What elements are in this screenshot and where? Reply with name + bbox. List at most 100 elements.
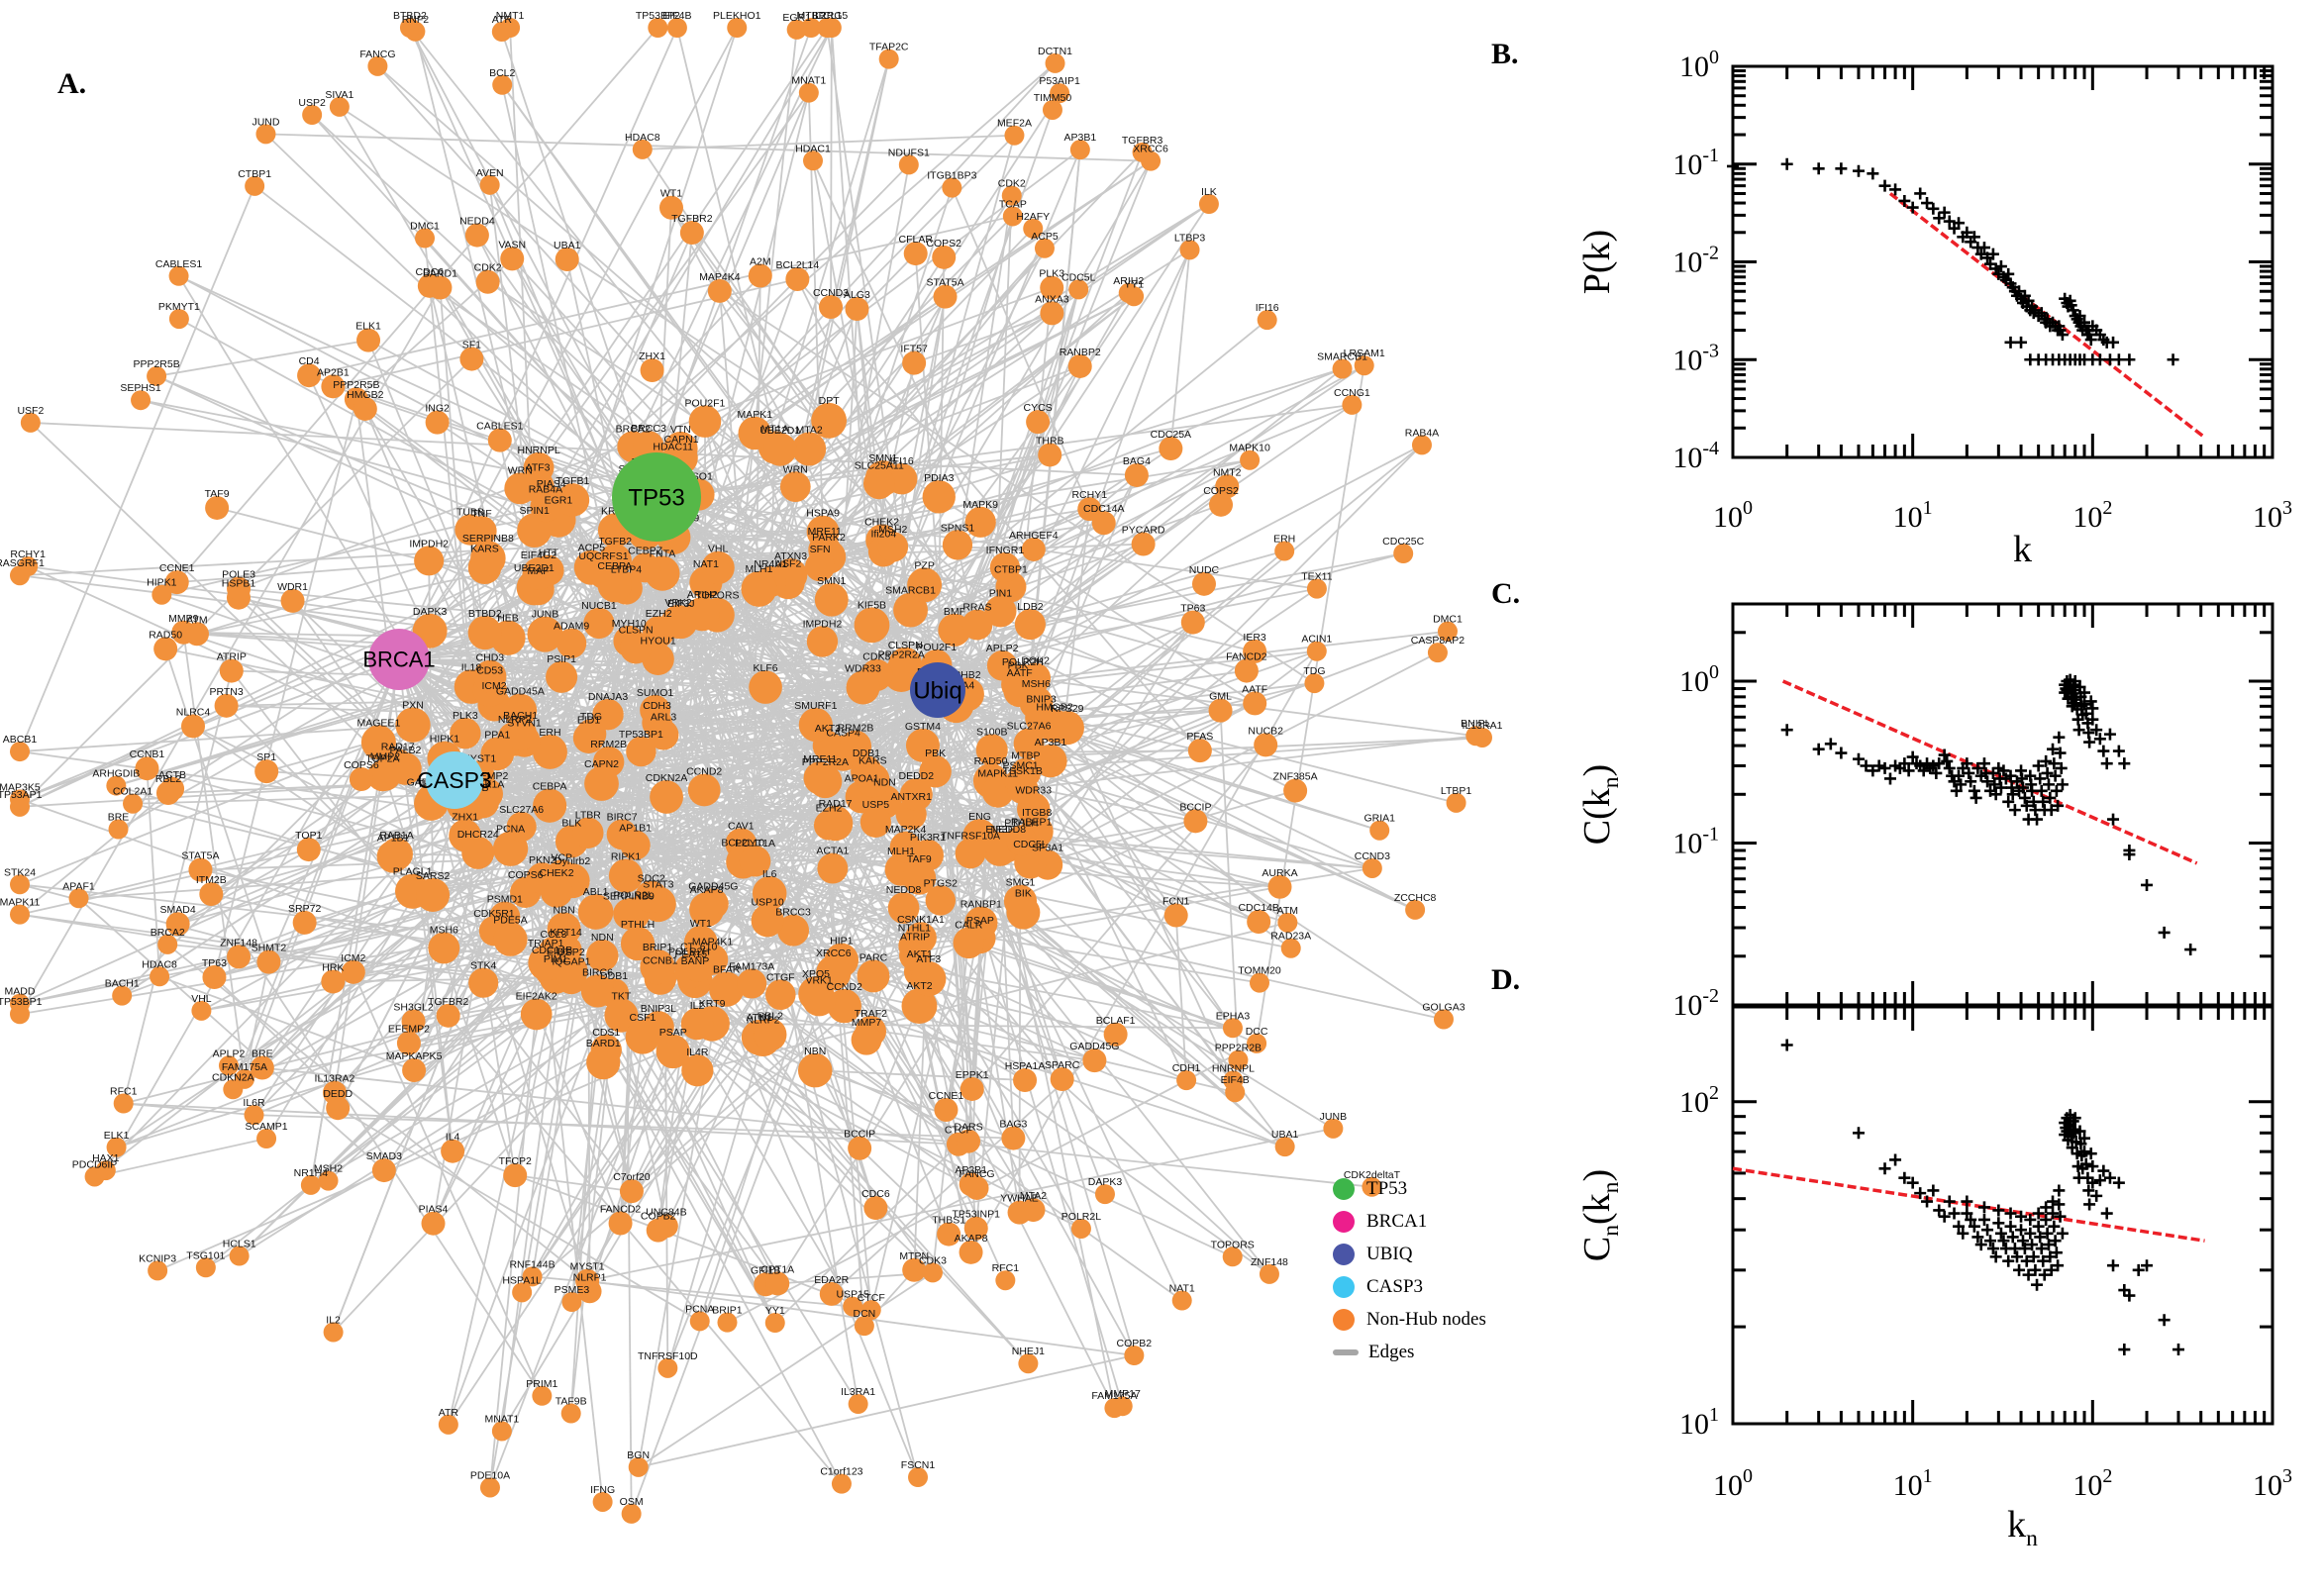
network-node-label: MAGEE1 <box>357 717 401 729</box>
data-point <box>2047 1195 2060 1208</box>
network-node <box>113 1093 134 1114</box>
network-node-label: IL13RA1 <box>1463 720 1503 732</box>
network-node <box>650 780 683 814</box>
data-point <box>1989 788 2002 801</box>
data-point <box>1898 194 1911 207</box>
network-edge <box>999 364 1365 613</box>
network-node-label: TDG <box>580 711 602 723</box>
network-node-label: COPS2 <box>926 238 961 249</box>
plot-ticks <box>1733 1007 2272 1424</box>
network-node-label: TRAF2 <box>855 1008 887 1020</box>
network-node-label: WT1 <box>690 918 712 930</box>
network-node-label: PSMC1 <box>1002 759 1038 771</box>
network-node-label: HIPK1 <box>147 577 177 589</box>
network-node-label: IFI16 <box>1256 302 1279 314</box>
data-point <box>2037 795 2050 808</box>
network-edge <box>713 820 1196 905</box>
network-node-label: AKAP8 <box>955 1233 988 1245</box>
network-node-label: PFAS <box>1186 731 1213 743</box>
network-node-label: CD53 <box>476 665 503 677</box>
data-point <box>2004 769 2017 782</box>
legend-item-ubiq: UBIQ <box>1333 1238 1486 1270</box>
data-point <box>1898 757 1911 770</box>
network-node-label: NMT2 <box>1213 466 1242 478</box>
network-node-label: ZNF148 <box>1251 1256 1288 1268</box>
network-node-label: HDAC11 <box>653 441 693 452</box>
data-point <box>2040 1213 2053 1226</box>
network-edge <box>19 658 400 801</box>
network-node-label: KARS <box>470 544 499 555</box>
network-node-label: KARS <box>858 755 887 767</box>
network-node <box>883 656 920 693</box>
network-edge <box>762 1038 1234 1258</box>
network-node-label: RAD17 <box>381 741 415 752</box>
network-node-label: EIF2AK2 <box>516 991 557 1003</box>
network-edge <box>570 496 657 1303</box>
network-node <box>817 852 849 884</box>
network-node <box>1243 691 1267 716</box>
network-node-label: CDH1 <box>1172 1062 1201 1074</box>
data-point <box>1927 202 1940 215</box>
scatter-points <box>1780 673 2197 956</box>
network-node <box>848 1394 868 1415</box>
data-point <box>2072 724 2085 737</box>
network-node-label: VHL <box>708 544 729 555</box>
network-node <box>1277 912 1298 933</box>
network-node <box>785 266 810 291</box>
network-edge <box>861 135 1016 688</box>
network-node <box>749 670 782 704</box>
data-point <box>2123 1289 2136 1302</box>
network-node <box>1304 673 1325 694</box>
network-node <box>802 982 837 1017</box>
data-point <box>2015 336 2028 349</box>
svg-text:102: 102 <box>1679 1082 1719 1119</box>
network-edge <box>656 496 743 845</box>
network-node <box>1234 658 1259 683</box>
network-node <box>1034 238 1055 258</box>
network-node-label: SMN1 <box>817 575 846 587</box>
network-node <box>792 432 827 466</box>
network-node-label: PARK2 <box>812 532 846 544</box>
network-node <box>402 1057 427 1082</box>
network-node <box>898 154 919 175</box>
network-node-label: MMP9 <box>168 613 198 625</box>
network-node <box>1013 728 1045 759</box>
network-node <box>479 1477 500 1498</box>
data-point <box>1948 1207 1961 1220</box>
plot-ticks <box>1733 604 2272 1005</box>
network-node-label: PCYT1A <box>735 838 775 849</box>
data-point <box>1921 197 1934 210</box>
network-node-label: MLH1 <box>745 563 772 575</box>
network-node-label: PIAS4 <box>537 478 566 490</box>
network-node <box>395 707 431 743</box>
network-node-label: HDAC1 <box>795 143 831 154</box>
network-node <box>741 570 777 607</box>
network-node <box>533 788 567 823</box>
network-node-label: CEBPA <box>533 781 567 793</box>
network-node-label: ACTB <box>158 769 186 781</box>
network-node-label: DNAJA3 <box>588 691 628 703</box>
network-node-label: PRTN3 <box>209 686 243 698</box>
network-edge <box>659 296 947 979</box>
network-node-label: NLRC4 <box>176 706 211 718</box>
network-node-label: HIP1 <box>830 936 854 948</box>
network-node <box>147 365 167 386</box>
network-edge <box>904 662 1445 1021</box>
network-node-label: GML <box>1209 691 1232 703</box>
network-node <box>1082 1048 1107 1073</box>
data-point <box>1977 1201 1990 1214</box>
network-node-label: SFN <box>810 544 831 555</box>
network-edge <box>1256 365 1365 1044</box>
network-node-label: SYVN1 <box>507 717 542 729</box>
network-node <box>199 882 224 907</box>
network-node <box>630 552 660 583</box>
network-node-label: DARS <box>954 1122 982 1134</box>
data-point <box>2002 1254 2015 1267</box>
data-point <box>1812 743 1825 755</box>
network-node <box>817 18 838 38</box>
network-node <box>739 846 771 877</box>
network-node <box>1191 571 1216 596</box>
network-node <box>764 979 796 1010</box>
network-node-label: BAG3 <box>999 1119 1027 1131</box>
network-node <box>321 374 346 399</box>
